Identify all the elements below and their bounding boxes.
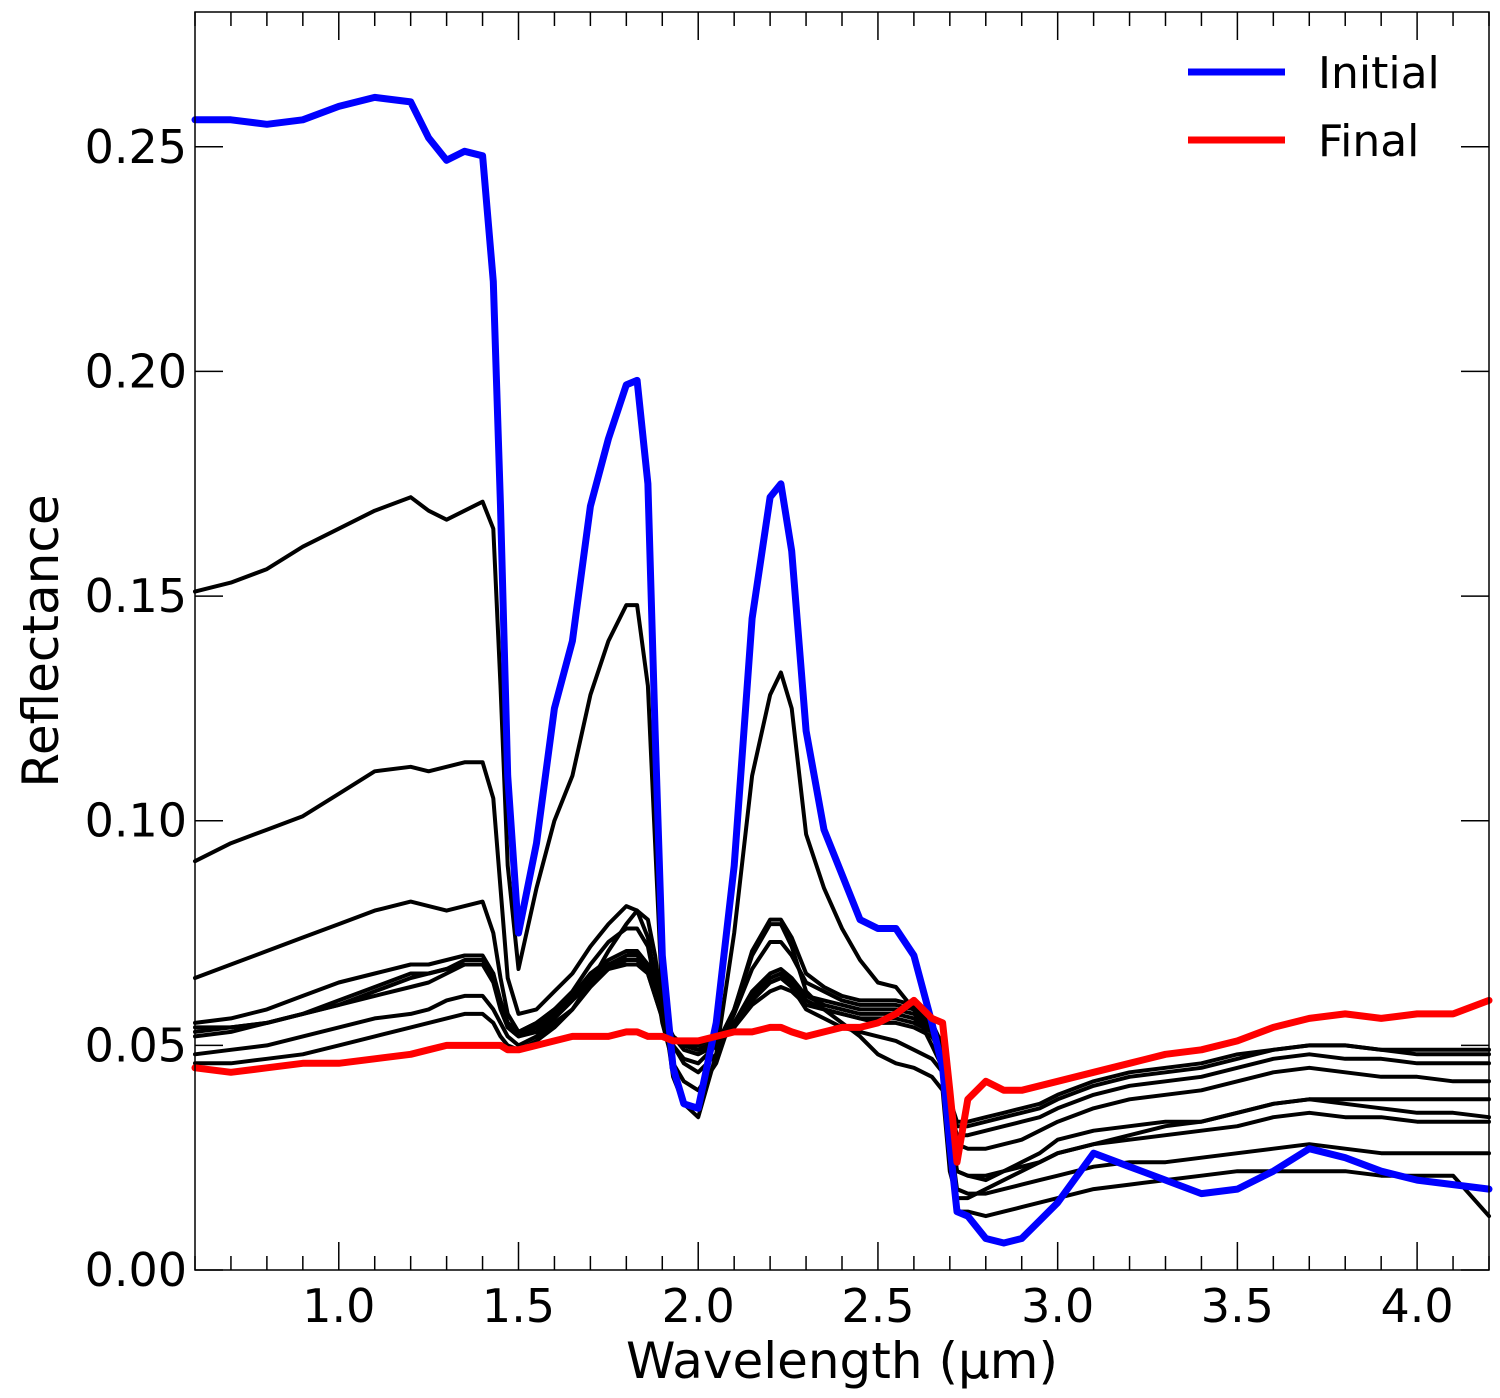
series-line-intermediate-2 (193, 760, 1491, 1151)
series-line-final-10 (191, 996, 1493, 1166)
x-tick-label: 3.0 (1021, 1279, 1094, 1333)
legend-label-final: Final (1318, 116, 1419, 167)
tick-labels: 1.0 1.5 2.0 2.5 3.0 3.5 4.0 0.00 0.05 0.10 0.15 0.2… (85, 120, 1454, 1333)
series-lines (191, 93, 1493, 1247)
x-axis-label: Wavelength (µm) (626, 1332, 1058, 1390)
y-tick-label: 0.20 (85, 344, 187, 398)
legend-label-initial: Initial (1318, 48, 1440, 99)
y-tick-label: 0.25 (85, 120, 187, 174)
y-tick-label: 0.15 (85, 569, 187, 623)
series-line-initial-0 (191, 93, 1493, 1247)
legend: Initial Final (1188, 48, 1440, 167)
series-line-intermediate-9 (193, 908, 1491, 1201)
series-line-intermediate-3 (193, 899, 1491, 1138)
series-line-intermediate-1 (193, 495, 1491, 1183)
y-tick-label: 0.05 (85, 1018, 187, 1072)
plot-frame (194, 11, 1490, 1271)
y-tick-label: 0.00 (85, 1243, 187, 1297)
x-tick-label: 1.0 (302, 1279, 375, 1333)
x-tick-label: 2.5 (841, 1279, 914, 1333)
x-tick-label: 1.5 (482, 1279, 555, 1333)
axis-ticks (194, 12, 1490, 1271)
series-line-intermediate-8 (193, 949, 1491, 1219)
x-tick-label: 2.0 (662, 1279, 735, 1333)
x-tick-label: 3.5 (1201, 1279, 1274, 1333)
y-axis-label: Reflectance (12, 494, 70, 787)
x-tick-label: 4.0 (1381, 1279, 1454, 1333)
y-tick-label: 0.10 (85, 794, 187, 848)
series-line-intermediate-5 (193, 958, 1491, 1129)
